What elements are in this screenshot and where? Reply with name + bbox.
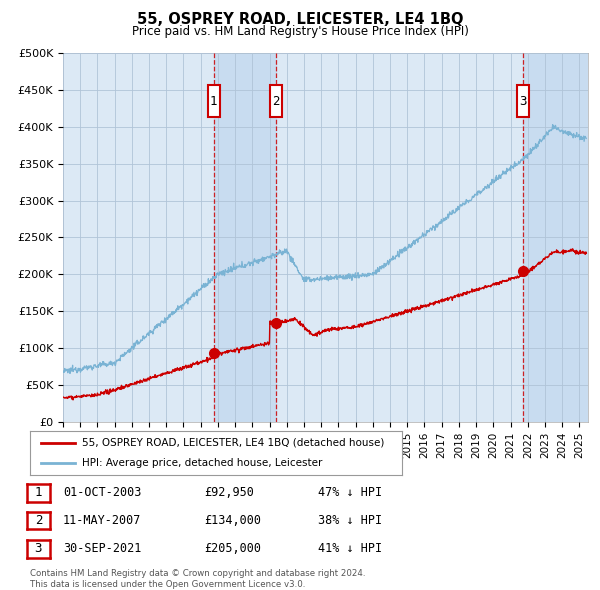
Text: 01-OCT-2003: 01-OCT-2003 (63, 486, 142, 499)
Text: 41% ↓ HPI: 41% ↓ HPI (318, 542, 382, 555)
Text: 2: 2 (35, 514, 42, 527)
Text: Contains HM Land Registry data © Crown copyright and database right 2024.
This d: Contains HM Land Registry data © Crown c… (30, 569, 365, 589)
Text: HPI: Average price, detached house, Leicester: HPI: Average price, detached house, Leic… (82, 458, 322, 468)
Text: 1: 1 (35, 486, 42, 499)
Text: 3: 3 (35, 542, 42, 555)
Text: £92,950: £92,950 (204, 486, 254, 499)
Text: £134,000: £134,000 (204, 514, 261, 527)
FancyBboxPatch shape (208, 85, 220, 117)
Text: 38% ↓ HPI: 38% ↓ HPI (318, 514, 382, 527)
Text: 30-SEP-2021: 30-SEP-2021 (63, 542, 142, 555)
Text: 1: 1 (210, 94, 217, 107)
FancyBboxPatch shape (270, 85, 282, 117)
Text: 11-MAY-2007: 11-MAY-2007 (63, 514, 142, 527)
Bar (523, 53, 588, 422)
Text: £205,000: £205,000 (204, 542, 261, 555)
FancyBboxPatch shape (517, 85, 529, 117)
Text: Price paid vs. HM Land Registry's House Price Index (HPI): Price paid vs. HM Land Registry's House … (131, 25, 469, 38)
Text: 3: 3 (520, 94, 527, 107)
Bar (214, 53, 276, 422)
Text: 55, OSPREY ROAD, LEICESTER, LE4 1BQ (detached house): 55, OSPREY ROAD, LEICESTER, LE4 1BQ (det… (82, 438, 385, 448)
Text: 2: 2 (272, 94, 280, 107)
Text: 55, OSPREY ROAD, LEICESTER, LE4 1BQ: 55, OSPREY ROAD, LEICESTER, LE4 1BQ (137, 12, 463, 27)
Text: 47% ↓ HPI: 47% ↓ HPI (318, 486, 382, 499)
